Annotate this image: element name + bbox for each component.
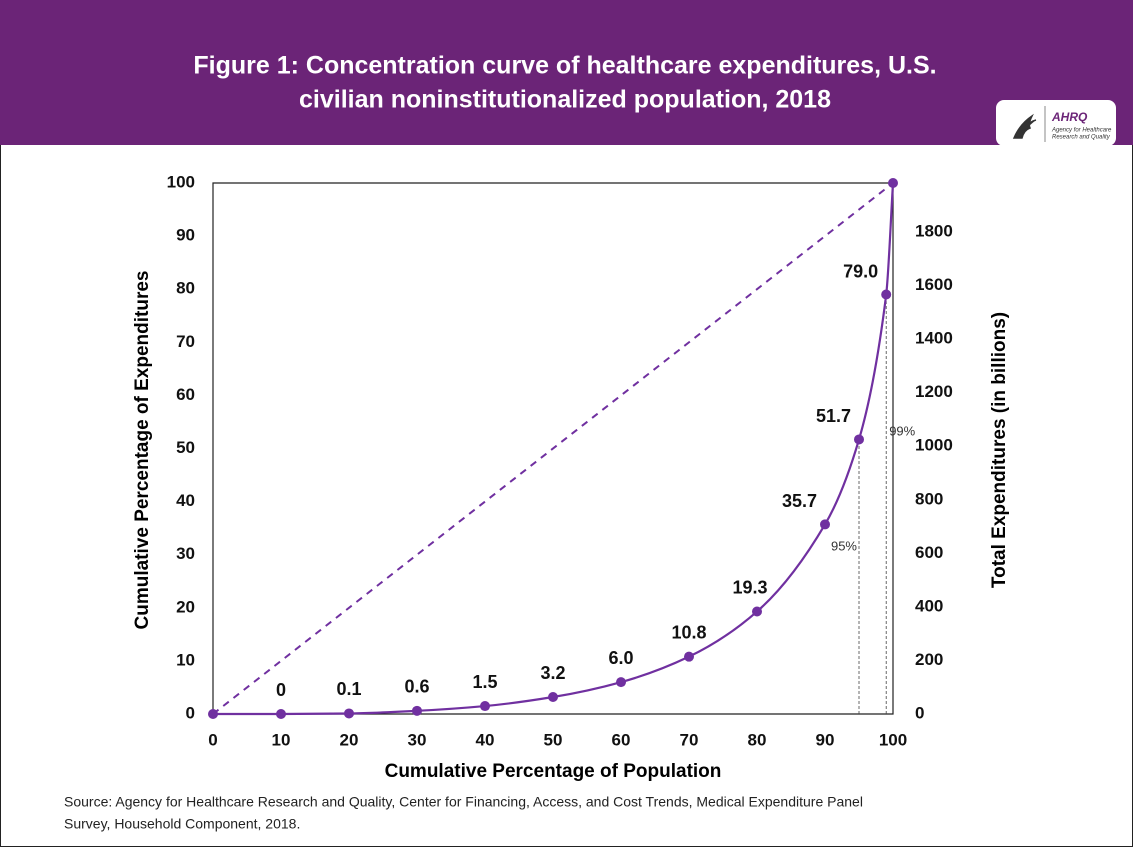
value-label: 0 (276, 680, 286, 700)
y2-tick-label: 1000 (915, 436, 953, 455)
value-label: 19.3 (732, 577, 767, 597)
y-axis-label: Cumulative Percentage of Expenditures (132, 271, 153, 630)
x-tick-label: 30 (408, 730, 427, 749)
point (276, 709, 286, 719)
x-tick-label: 50 (544, 730, 563, 749)
value-label: 0.1 (336, 679, 361, 699)
y2-tick-label: 800 (915, 489, 943, 508)
point (344, 708, 354, 719)
header (0, 0, 1133, 145)
y2-tick-label: 1600 (915, 275, 953, 294)
y2-tick-label: 1200 (915, 382, 953, 401)
y2-tick-label: 0 (915, 703, 924, 722)
point (820, 519, 830, 530)
x-tick-label: 40 (476, 730, 495, 749)
x-axis-label: Cumulative Percentage of Population (385, 761, 722, 782)
y-tick-label: 100 (167, 172, 195, 191)
point (881, 289, 892, 300)
logo-name: AHRQ (1051, 110, 1088, 124)
point (854, 434, 864, 445)
y-tick-label: 10 (176, 650, 195, 669)
y-tick-label: 40 (176, 491, 195, 510)
annotation: 95% (831, 538, 857, 553)
curve (213, 182, 895, 716)
source-note: Source: Agency for Healthcare Research a… (64, 794, 863, 810)
y2-tick-label: 600 (915, 543, 943, 562)
y-tick-label: 50 (176, 438, 195, 457)
x-tick-label: 10 (272, 730, 291, 749)
point (752, 606, 762, 617)
value-label: 51.7 (816, 406, 851, 426)
y-tick-label: 20 (176, 597, 195, 616)
point (548, 692, 558, 703)
y-tick-label: 60 (176, 385, 195, 404)
logo-tagline: Agency for Healthcare (1051, 128, 1112, 134)
x-tick-label: 70 (680, 730, 699, 749)
x-tick-label: 90 (816, 730, 835, 749)
chart-title: Figure 1: Concentration curve of healthc… (193, 52, 936, 80)
y-tick-label: 30 (176, 544, 195, 563)
value-label: 1.5 (472, 672, 497, 692)
value-label: 79.0 (843, 261, 878, 281)
point (888, 178, 898, 188)
point (684, 651, 694, 662)
y2-tick-label: 400 (915, 596, 943, 615)
y-tick-label: 80 (176, 279, 195, 298)
chart-title: civilian noninstitutionalized population… (299, 86, 831, 114)
y-tick-label: 0 (186, 703, 195, 722)
y2-tick-label: 1400 (915, 329, 953, 348)
value-label: 0.6 (404, 677, 429, 697)
x-tick-label: 0 (208, 730, 217, 749)
value-label: 35.7 (782, 491, 817, 511)
value-label: 6.0 (608, 648, 633, 668)
y-tick-label: 90 (176, 226, 195, 245)
logo-tagline: Research and Quality (1052, 135, 1111, 141)
logo-box (996, 100, 1116, 146)
y2-tick-label: 1800 (915, 221, 953, 240)
annotation: 99% (889, 423, 915, 438)
logo-eagle (1012, 113, 1037, 139)
x-tick-label: 60 (612, 730, 631, 749)
value-label: 3.2 (540, 663, 565, 683)
point (412, 705, 422, 716)
point (208, 709, 218, 719)
x-tick-label: 80 (748, 730, 767, 749)
source-note: Survey, Household Component, 2018. (64, 816, 300, 832)
x-tick-label: 20 (340, 730, 359, 749)
point (616, 677, 626, 688)
y-tick-label: 70 (176, 332, 195, 351)
point (480, 701, 490, 712)
x-tick-label: 100 (879, 730, 907, 749)
value-label: 10.8 (671, 622, 706, 642)
y2-axis-label: Total Expenditures (in billions) (989, 312, 1010, 588)
y2-tick-label: 200 (915, 650, 943, 669)
equality-line (212, 182, 894, 715)
logo: AHRQ Agency for Healthcare Research and … (996, 100, 1116, 146)
